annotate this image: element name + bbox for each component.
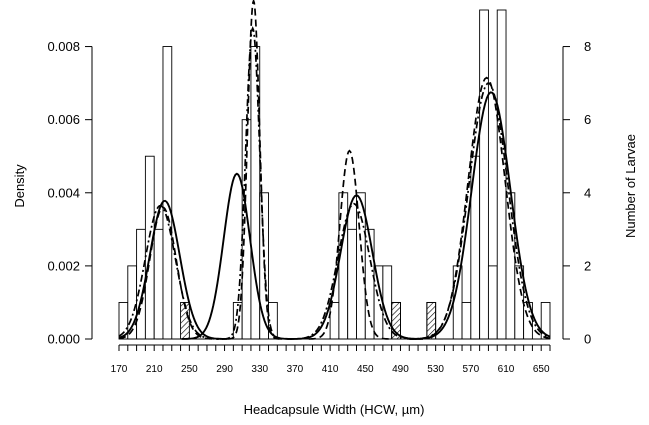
histogram-bar (461, 301, 472, 340)
dashed-density-curve (308, 149, 391, 340)
y2-tick-label: 8 (584, 39, 591, 54)
x-tick-label: 490 (392, 364, 409, 375)
histogram-bar (127, 265, 138, 340)
x-tick-label: 330 (251, 364, 268, 375)
x-tick-label: 250 (181, 364, 198, 375)
histogram-bars (118, 9, 551, 340)
x-tick-label: 610 (498, 364, 515, 375)
x-tick-label: 290 (216, 364, 233, 375)
histogram-bar (347, 228, 357, 340)
x-tick-label: 170 (111, 364, 128, 375)
histogram-bar (373, 265, 384, 340)
histogram-bar (364, 228, 375, 340)
histogram-bar (162, 46, 173, 340)
y-tick-label: 0.000 (47, 332, 80, 347)
y2-tick-label: 4 (584, 185, 591, 200)
x-tick-label: 370 (287, 364, 304, 375)
y-tick-label: 0.002 (47, 258, 80, 273)
axes: 0.000 0.002 0.004 0.006 0.008 0 2 4 6 8 170 210 250 2… (47, 39, 591, 375)
dashed-density-curve (118, 206, 219, 340)
histogram-bar (487, 265, 498, 340)
dashed-density-curve (227, 0, 280, 340)
x-axis-label: Headcapsule Width (HCW, µm) (244, 402, 425, 417)
x-tick-label: 530 (427, 364, 444, 375)
x-tick-label: 650 (533, 364, 550, 375)
y2-tick-label: 6 (584, 112, 591, 127)
y2-axis-label: Number of Larvae (623, 134, 638, 238)
y-axis-label: Density (12, 164, 27, 208)
y-tick-label: 0.008 (47, 39, 80, 54)
y-tick-label: 0.006 (47, 112, 80, 127)
x-tick-label: 410 (322, 364, 339, 375)
dotdash-density-curve (287, 202, 421, 340)
dotdash-density-curve (223, 26, 283, 340)
y-tick-label: 0.004 (47, 185, 80, 200)
y2-tick-label: 0 (584, 332, 591, 347)
histogram-bar (479, 9, 489, 340)
x-tick-label: 210 (146, 364, 163, 375)
solid-density-curve (409, 91, 551, 340)
histogram-bar (153, 228, 164, 340)
density-curves (118, 0, 551, 340)
solid-density-curve (118, 199, 228, 340)
histogram-bar (329, 301, 340, 340)
x-tick-label: 570 (462, 364, 479, 375)
y2-tick-label: 2 (584, 258, 591, 273)
x-tick-label: 450 (357, 364, 374, 375)
